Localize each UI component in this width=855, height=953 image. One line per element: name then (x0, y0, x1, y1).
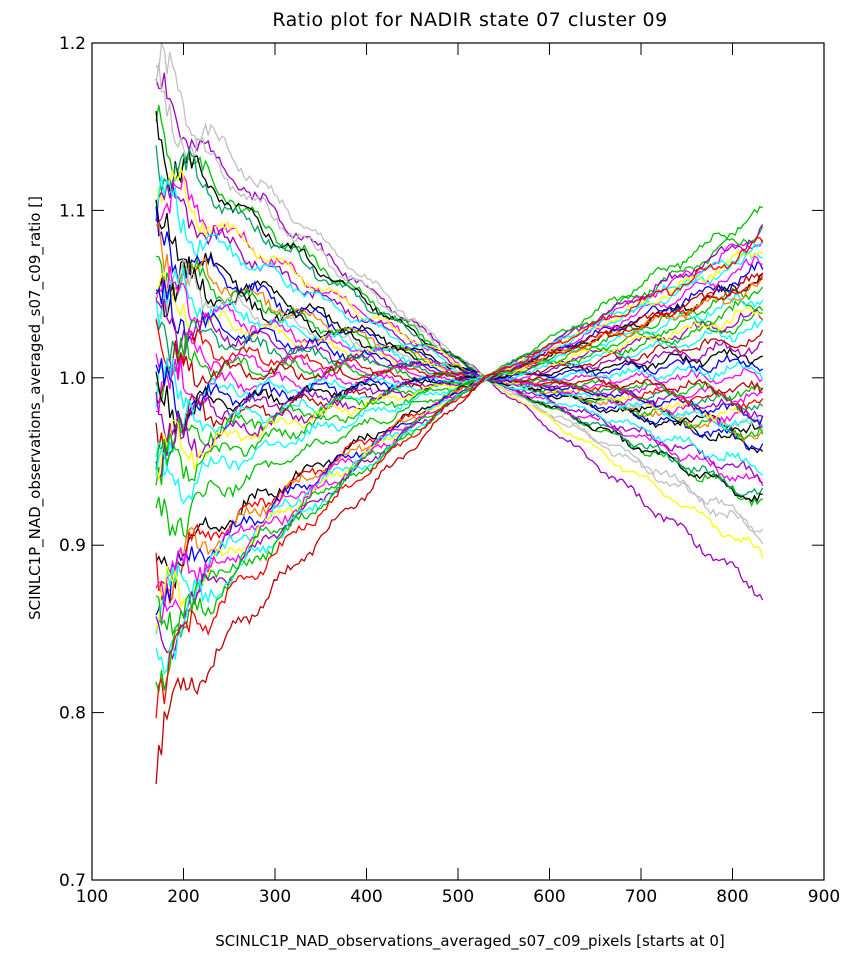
series-line-51 (155, 205, 763, 693)
series-line-16 (155, 257, 764, 429)
series-line-42 (155, 275, 764, 603)
series-layer (155, 40, 764, 785)
series-line-6 (155, 145, 764, 497)
x-tick-label-900: 900 (808, 887, 840, 907)
series-line-53 (155, 272, 763, 785)
x-tick-label-700: 700 (625, 887, 657, 907)
x-tick-label-100: 100 (76, 887, 108, 907)
series-line-33 (155, 319, 764, 476)
y-tick-label-0.8: 0.8 (59, 704, 86, 724)
series-line-4 (155, 105, 764, 508)
y-tick-label-0.7: 0.7 (59, 871, 86, 891)
series-line-39 (155, 286, 764, 539)
series-line-34 (155, 310, 763, 486)
y-tick-label-1.2: 1.2 (59, 34, 86, 54)
series-line-25 (155, 332, 764, 402)
tick-layer: 100 200 300 400 500 600 700 800 900 0.7 0.8 0.9 1.0 1… (59, 34, 840, 907)
x-tick-label-600: 600 (533, 887, 565, 907)
series-line-10 (155, 175, 764, 476)
series-line-52 (155, 237, 764, 719)
series-line-40 (155, 272, 764, 590)
series-line-49 (155, 224, 764, 661)
series-line-23 (155, 319, 764, 411)
y-tick-label-1.0: 1.0 (59, 369, 86, 389)
x-tick-label-500: 500 (442, 887, 474, 907)
x-tick-label-800: 800 (716, 887, 748, 907)
x-axis-label: SCINLC1P_NAD_observations_averaged_s07_c… (215, 932, 724, 951)
series-line-32 (155, 329, 764, 463)
x-tick-label-300: 300 (259, 887, 291, 907)
chart-title: Ratio plot for NADIR state 07 cluster 09 (272, 9, 667, 31)
y-axis-label: SCINLC1P_NAD_observations_averaged_s07_c… (26, 196, 45, 620)
x-tick-label-200: 200 (167, 887, 199, 907)
series-line-1 (155, 40, 764, 545)
y-tick-label-0.9: 0.9 (59, 536, 86, 556)
x-tick-label-400: 400 (350, 887, 382, 907)
series-line-48 (155, 226, 764, 639)
y-tick-label-1.1: 1.1 (59, 201, 86, 221)
